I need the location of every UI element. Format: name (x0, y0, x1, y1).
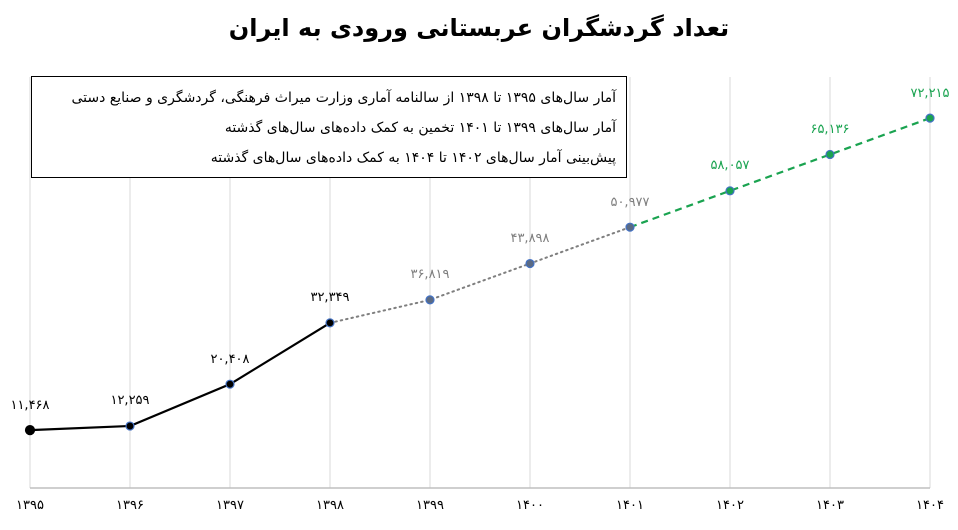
series-forecast-line (629, 117, 931, 229)
data-point-marker (125, 421, 135, 431)
x-tick-label: ۱۴۰۰ (516, 498, 544, 513)
data-label: ۵۰,۹۷۷ (610, 195, 650, 210)
data-label: ۱۱,۴۶۸ (10, 398, 50, 413)
x-tick-label: ۱۳۹۹ (416, 498, 444, 513)
data-point-marker (825, 149, 835, 160)
legend-item-estimate: آمار سال‌های ۱۳۹۹ تا ۱۴۰۱ تخمین به کمک د… (224, 120, 616, 136)
legend-item-actual: آمار سال‌های ۱۳۹۵ تا ۱۳۹۸ از سالنامه آما… (71, 90, 616, 106)
x-tick-label: ۱۴۰۳ (816, 498, 844, 513)
data-point-marker (24, 425, 36, 436)
data-label: ۳۲,۳۴۹ (310, 290, 350, 305)
legend-item-forecast: پیش‌بینی آمار سال‌های ۱۴۰۲ تا ۱۴۰۴ به کم… (210, 150, 616, 166)
chart-title: تعداد گردشگران عربستانی ورودی به ایران (228, 14, 730, 42)
data-point-marker (425, 295, 435, 305)
data-label: ۴۳,۸۹۸ (510, 231, 550, 246)
data-label: ۶۵,۱۳۶ (810, 122, 850, 137)
data-label: ۳۶,۸۱۹ (410, 267, 450, 282)
x-tick-label: ۱۴۰۴ (916, 498, 944, 513)
x-tick-label: ۱۳۹۸ (316, 498, 344, 513)
x-tick-label: ۱۴۰۲ (716, 498, 744, 513)
legend-box: آمار سال‌های ۱۳۹۵ تا ۱۳۹۸ از سالنامه آما… (31, 76, 627, 178)
data-label: ۲۰,۴۰۸ (210, 352, 250, 367)
x-tick-label: ۱۴۰۱ (616, 498, 644, 513)
data-point-marker (925, 113, 935, 123)
data-point-marker (625, 222, 635, 232)
data-markers (24, 113, 935, 436)
data-point-marker (325, 318, 335, 328)
x-tick-label: ۱۳۹۵ (16, 498, 44, 513)
data-point-marker (525, 258, 535, 269)
data-label: ۵۸,۰۵۷ (710, 158, 750, 173)
data-label: ۱۲,۲۵۹ (110, 393, 150, 408)
x-tick-label: ۱۳۹۶ (116, 498, 144, 513)
series-estimate-line (329, 226, 631, 324)
x-tick-label: ۱۳۹۷ (216, 498, 244, 513)
data-point-marker (725, 186, 735, 196)
series-actual-line (29, 321, 331, 432)
data-point-marker (225, 379, 235, 389)
data-label: ۷۲,۲۱۵ (910, 86, 950, 101)
